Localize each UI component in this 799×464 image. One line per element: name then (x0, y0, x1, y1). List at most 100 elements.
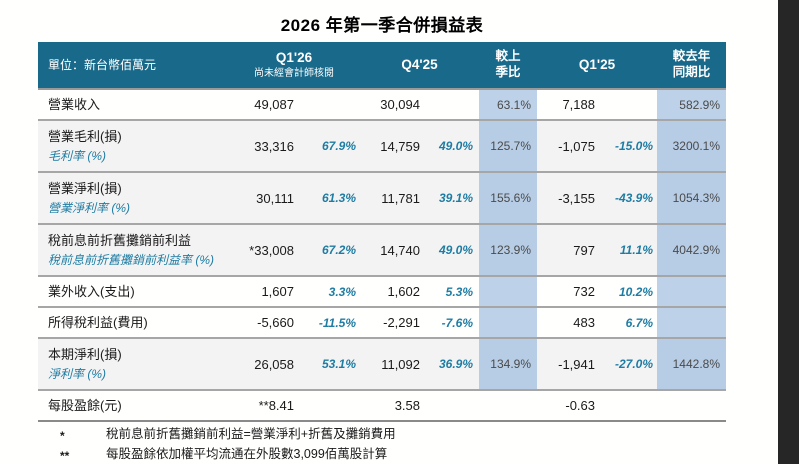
value-q125-pct: 11.1% (619, 243, 653, 257)
row-label: 營業收入 (48, 96, 101, 112)
table-row: 每股盈餘(元) **8.41 3.58 -0.63 (38, 391, 726, 422)
value-q425-pct: 5.3% (445, 284, 473, 299)
row-label: 營業淨利(損) (48, 181, 122, 197)
table-row: 本期淨利(損) 淨利率 (%) 26,058 53.1% 11,092 36.9… (38, 339, 726, 391)
value-q126: 1,607 (261, 284, 294, 299)
value-q126-pct: 3.3% (328, 284, 356, 299)
value-q125: -1,941 (558, 356, 595, 372)
header-qoq: 較上 季比 (479, 42, 537, 88)
header-q126: Q1'26 尚未經會計師核閱 (228, 42, 360, 88)
row-sublabel: 稅前息前折舊攤銷前利益率 (%) (48, 252, 214, 267)
table-row: 營業收入 49,087 30,094 63.1% 7,188 582.9% (38, 90, 726, 121)
row-label-cell: 所得稅利益(費用) (38, 308, 228, 337)
table-row: 營業淨利(損) 營業淨利率 (%) 30,111 61.3% 11,781 39… (38, 173, 726, 225)
row-label: 所得稅利益(費用) (48, 314, 148, 330)
value-q125: 797 (573, 242, 595, 258)
table-row: 營業毛利(損) 毛利率 (%) 33,316 67.9% 14,759 49.0… (38, 121, 726, 173)
value-qoq (479, 391, 537, 420)
value-q425-pct: 49.0% (438, 243, 473, 257)
value-yoy (657, 277, 726, 306)
value-q126-pct (298, 90, 360, 119)
value-q125-pct: -43.9% (614, 191, 653, 205)
value-qoq: 123.9% (479, 225, 537, 275)
table-row: 稅前息前折舊攤銷前利益 稅前息前折舊攤銷前利益率 (%) *33,008 67.… (38, 225, 726, 277)
value-q425: 11,092 (381, 356, 420, 372)
header-q425: Q4'25 (360, 42, 479, 88)
value-q126: 33,316 (254, 138, 294, 154)
row-sublabel: 營業淨利率 (%) (48, 200, 130, 215)
value-yoy: 3200.1% (657, 121, 726, 171)
value-q125-pct (597, 90, 657, 119)
table-row: 所得稅利益(費用) -5,660 -11.5% -2,291 -7.6% 483… (38, 308, 726, 339)
row-label: 本期淨利(損) (48, 347, 122, 363)
value-q425: 3.58 (394, 398, 420, 413)
value-q126-pct: 67.2% (321, 243, 356, 257)
row-label: 業外收入(支出) (48, 283, 135, 299)
income-statement-table: 單位：新台幣佰萬元 Q1'26 尚未經會計師核閱 Q4'25 較上 季比 Q1'… (38, 42, 726, 422)
row-label-cell: 稅前息前折舊攤銷前利益 稅前息前折舊攤銷前利益率 (%) (38, 225, 228, 275)
value-q126-pct: 53.1% (321, 357, 356, 371)
row-sublabel: 淨利率 (%) (48, 366, 106, 381)
header-qoq-line1: 較上 (495, 49, 521, 64)
value-yoy: 582.9% (657, 90, 726, 119)
value-q126-pct: 67.9% (321, 139, 356, 153)
value-q125: 483 (573, 315, 595, 330)
table-body: 營業收入 49,087 30,094 63.1% 7,188 582.9% 營業… (38, 90, 726, 422)
footnote-2-marker: ** (60, 449, 70, 463)
value-qoq: 155.6% (479, 173, 537, 223)
header-q425-label: Q4'25 (401, 56, 438, 72)
value-q425-pct: 49.0% (438, 139, 473, 153)
value-q125: 732 (573, 284, 595, 299)
value-q126: *33,008 (249, 242, 294, 258)
value-q125-pct (597, 391, 657, 420)
header-qoq-line2: 季比 (495, 65, 521, 79)
value-q425: 1,602 (387, 284, 420, 299)
footnote-1-text: 稅前息前折舊攤銷前利益=營業淨利+折舊及攤銷費用 (106, 427, 396, 441)
unit-label: 單位：新台幣佰萬元 (48, 57, 157, 72)
value-yoy: 4042.9% (657, 225, 726, 275)
value-q126: 49,087 (254, 97, 294, 112)
row-label-cell: 業外收入(支出) (38, 277, 228, 306)
value-qoq: 63.1% (479, 90, 537, 119)
value-q126: 30,111 (256, 190, 294, 206)
value-q126-pct (298, 391, 360, 420)
header-q125-label: Q1'25 (578, 56, 616, 72)
table-row: 業外收入(支出) 1,607 3.3% 1,602 5.3% 732 10.2% (38, 277, 726, 308)
row-label: 稅前息前折舊攤銷前利益 (48, 233, 192, 249)
value-q125: -0.63 (565, 398, 595, 413)
row-label-cell: 本期淨利(損) 淨利率 (%) (38, 339, 228, 389)
header-yoy-line1: 較去年 (672, 49, 711, 64)
value-yoy (657, 308, 726, 337)
value-q425-pct: -7.6% (441, 315, 473, 330)
footnote-1-marker: * (60, 429, 65, 443)
value-q425-pct (422, 391, 479, 420)
header-yoy: 較去年 同期比 (657, 42, 726, 88)
header-q125: Q1'25 (537, 42, 657, 88)
value-q125-pct: -15.0% (614, 139, 653, 153)
value-q125: -1,075 (558, 138, 595, 154)
value-q425-pct: 36.9% (438, 357, 473, 371)
value-yoy: 1054.3% (657, 173, 726, 223)
value-qoq: 125.7% (479, 121, 537, 171)
table-header-row: 單位：新台幣佰萬元 Q1'26 尚未經會計師核閱 Q4'25 較上 季比 Q1'… (38, 42, 726, 90)
header-q126-label: Q1'26 (275, 49, 313, 65)
value-q125: 7,188 (562, 97, 595, 112)
value-q125-pct: 6.7% (625, 315, 653, 330)
page-title: 2026 年第一季合併損益表 (280, 16, 484, 35)
value-q126: 26,058 (254, 356, 294, 372)
value-q125-pct: 10.2% (618, 284, 653, 299)
header-q126-note: 尚未經會計師核閱 (254, 67, 334, 79)
value-q425: 11,781 (381, 190, 420, 206)
value-q425-pct (422, 90, 479, 119)
footnotes: * 稅前息前折舊攤銷前利益=營業淨利+折舊及攤銷費用 ** 每股盈餘依加權平均流… (38, 425, 726, 464)
value-yoy (657, 391, 726, 420)
value-q425: 14,759 (380, 138, 420, 154)
value-q425: -2,291 (383, 315, 420, 330)
value-q125: -3,155 (558, 190, 595, 206)
value-q126: -5,660 (257, 315, 294, 330)
footnote-2-text: 每股盈餘依加權平均流通在外股數3,099佰萬股計算 (106, 447, 388, 461)
value-qoq (479, 277, 537, 306)
header-unit-label: 單位：新台幣佰萬元 (38, 42, 228, 88)
row-label: 每股盈餘(元) (48, 397, 122, 413)
value-qoq (479, 308, 537, 337)
